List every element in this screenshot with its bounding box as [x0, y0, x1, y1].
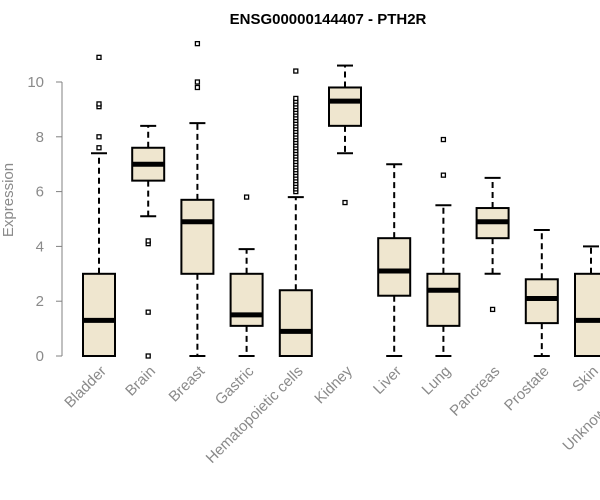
box-plot-area: [82, 40, 600, 359]
x-category-label: Pancreas: [447, 363, 504, 420]
outlier-point: [96, 54, 102, 60]
outlier-point: [96, 101, 102, 107]
y-axis: 0 2 4 6 8 10: [27, 74, 63, 365]
iqr-box: [82, 272, 116, 357]
x-category-label: Lung: [419, 363, 455, 399]
x-category-label: Liver: [370, 363, 405, 398]
box-gastric: [229, 194, 264, 357]
outlier-point: [194, 40, 201, 47]
iqr-box: [180, 198, 215, 275]
outlier-point: [440, 136, 447, 143]
outlier-point: [194, 79, 201, 85]
x-category-label: Kidney: [311, 362, 356, 407]
x-category-label: Skin: [569, 363, 600, 396]
outlier-point: [145, 238, 151, 244]
outlier-point: [145, 353, 151, 359]
outlier-point: [96, 134, 102, 140]
x-category-label: Hematopoietic cells: [203, 363, 307, 467]
box-kidney: [328, 64, 362, 206]
chart-title: ENSG00000144407 - PTH2R: [230, 11, 427, 28]
y-tick-label: 8: [36, 129, 44, 146]
iqr-box: [278, 289, 313, 357]
x-category-label: Brain: [122, 363, 159, 400]
box-lung: [426, 136, 461, 357]
outlier-point: [440, 172, 447, 178]
outlier-point: [243, 194, 250, 200]
y-tick-label: 2: [36, 293, 44, 310]
outlier-point: [293, 68, 299, 74]
y-tick-label: 0: [36, 348, 44, 365]
outlier-point: [145, 309, 151, 315]
box-liver: [377, 163, 412, 357]
y-tick-label: 10: [27, 74, 44, 91]
iqr-box: [524, 278, 559, 325]
outlier-point: [342, 199, 348, 206]
outlier-point: [194, 84, 201, 91]
y-tick-label: 4: [36, 238, 44, 255]
outlier-point: [293, 95, 299, 102]
x-category-label: Bladder: [61, 363, 110, 412]
iqr-box: [377, 237, 412, 297]
box-hematopoietic-cells: [278, 68, 313, 357]
x-category-label: Gastric: [212, 362, 258, 408]
x-category-label: Prostate: [501, 363, 553, 415]
box-skin: [574, 245, 600, 357]
x-category-label: Breast: [166, 362, 209, 405]
box-breast: [180, 40, 215, 357]
iqr-box: [426, 272, 461, 327]
iqr-box: [229, 272, 264, 327]
box-bladder: [82, 54, 116, 357]
box-pancreas: [475, 176, 510, 313]
box-prostate: [524, 228, 559, 357]
y-axis-label: Expression: [0, 163, 17, 237]
box-brain: [131, 124, 166, 359]
iqr-box: [574, 272, 600, 357]
iqr-box: [328, 86, 362, 127]
outlier-point: [489, 306, 496, 313]
y-tick-label: 6: [36, 184, 44, 201]
outlier-point: [96, 145, 102, 151]
